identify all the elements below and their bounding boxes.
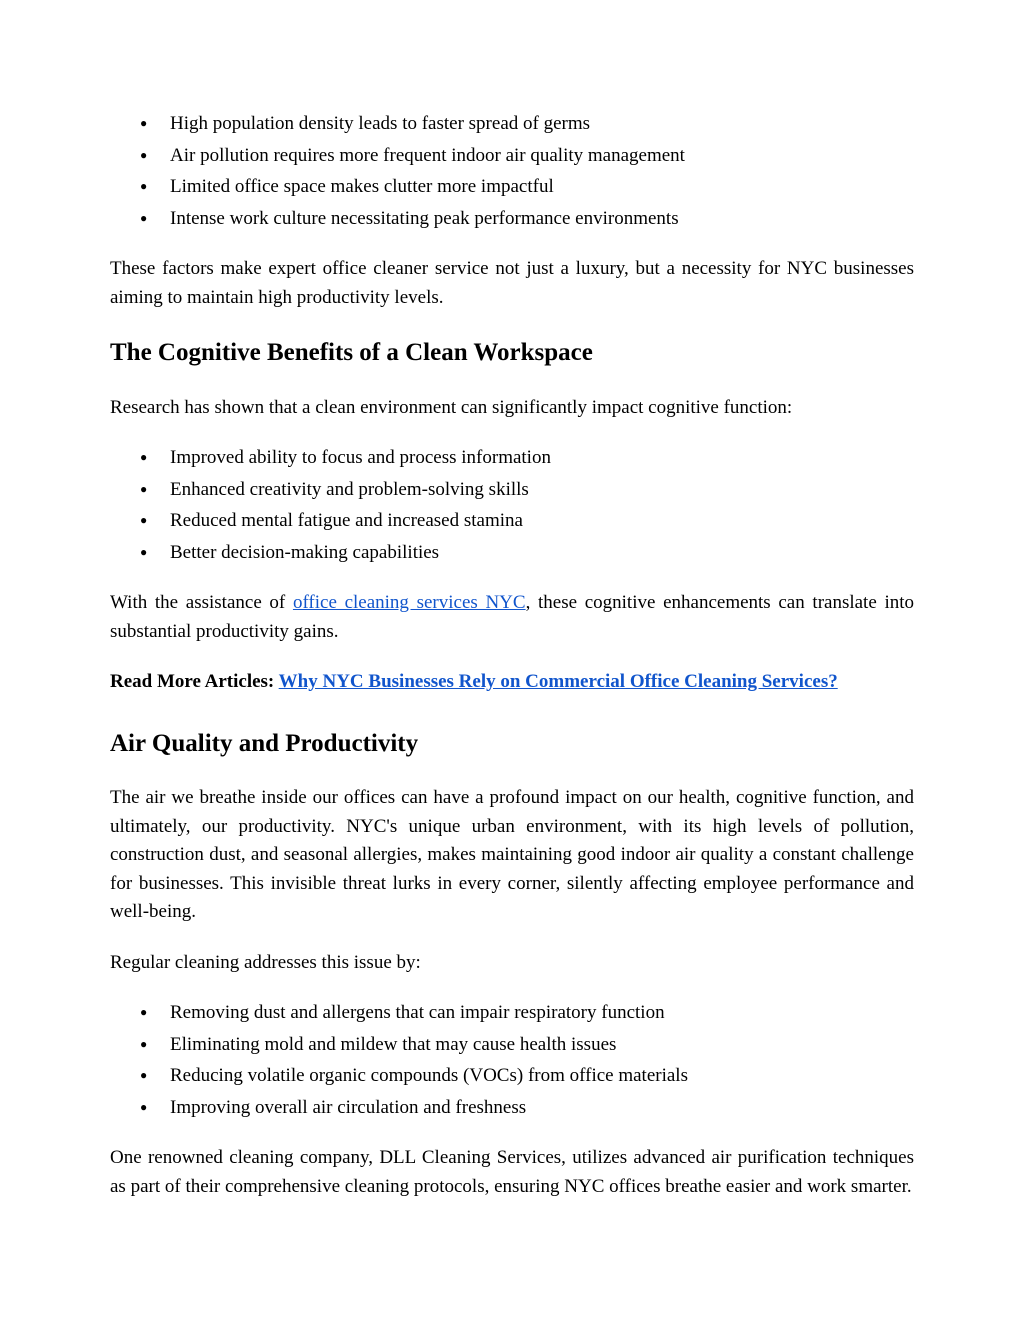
list-item: Enhanced creativity and problem-solving … bbox=[170, 476, 914, 505]
bullet-list-3: Removing dust and allergens that can imp… bbox=[110, 999, 914, 1122]
list-item: Reduced mental fatigue and increased sta… bbox=[170, 507, 914, 536]
section-heading-air-quality: Air Quality and Productivity bbox=[110, 725, 914, 763]
list-item: Improved ability to focus and process in… bbox=[170, 444, 914, 473]
section-heading-cognitive: The Cognitive Benefits of a Clean Worksp… bbox=[110, 334, 914, 372]
list-item: Improving overall air circulation and fr… bbox=[170, 1094, 914, 1123]
paragraph: Regular cleaning addresses this issue by… bbox=[110, 949, 914, 978]
list-item: Limited office space makes clutter more … bbox=[170, 173, 914, 202]
list-item: Eliminating mold and mildew that may cau… bbox=[170, 1031, 914, 1060]
list-item: Removing dust and allergens that can imp… bbox=[170, 999, 914, 1028]
text-run: With the assistance of bbox=[110, 592, 293, 613]
office-cleaning-link[interactable]: office cleaning services NYC bbox=[293, 592, 526, 613]
read-more-articles: Read More Articles: Why NYC Businesses R… bbox=[110, 668, 914, 697]
bullet-list-1: High population density leads to faster … bbox=[110, 110, 914, 233]
list-item: Better decision-making capabilities bbox=[170, 539, 914, 568]
list-item: Intense work culture necessitating peak … bbox=[170, 205, 914, 234]
bullet-list-2: Improved ability to focus and process in… bbox=[110, 444, 914, 567]
document-body: High population density leads to faster … bbox=[110, 110, 914, 1201]
paragraph: These factors make expert office cleaner… bbox=[110, 255, 914, 312]
paragraph: Research has shown that a clean environm… bbox=[110, 394, 914, 423]
list-item: Reducing volatile organic compounds (VOC… bbox=[170, 1062, 914, 1091]
paragraph: One renowned cleaning company, DLL Clean… bbox=[110, 1144, 914, 1201]
read-more-link[interactable]: Why NYC Businesses Rely on Commercial Of… bbox=[279, 671, 838, 692]
read-more-label: Read More Articles: bbox=[110, 671, 279, 692]
paragraph-with-link: With the assistance of office cleaning s… bbox=[110, 589, 914, 646]
list-item: Air pollution requires more frequent ind… bbox=[170, 142, 914, 171]
paragraph: The air we breathe inside our offices ca… bbox=[110, 784, 914, 927]
list-item: High population density leads to faster … bbox=[170, 110, 914, 139]
